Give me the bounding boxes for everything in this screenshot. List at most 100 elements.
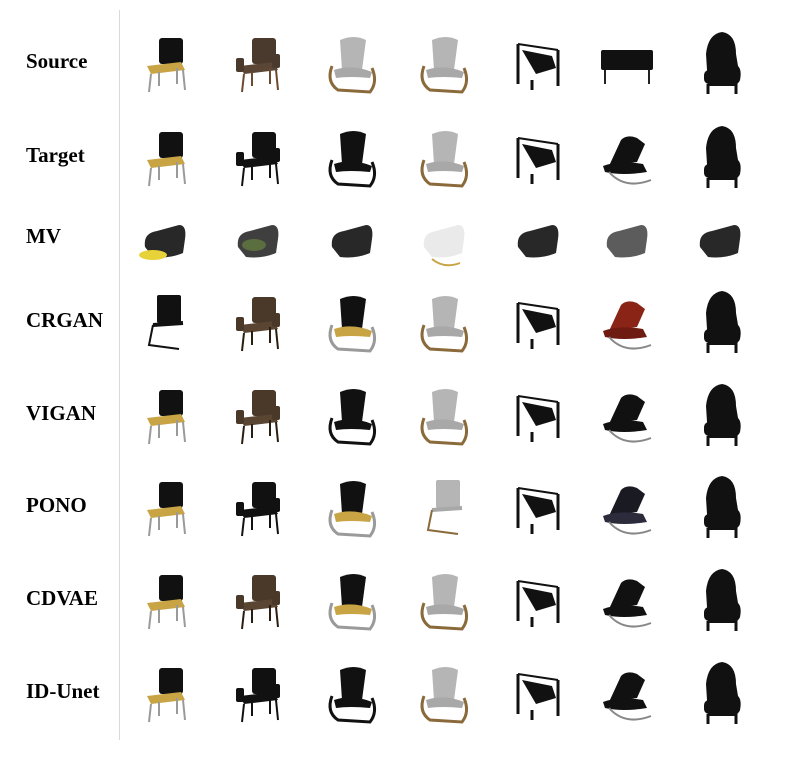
chair-black-frame-icon <box>328 131 377 188</box>
chair-grey-bentwood-icon <box>420 667 469 724</box>
chair-image <box>310 279 394 363</box>
chair-image <box>402 464 486 548</box>
chair-black-arm-icon <box>236 482 280 537</box>
chair-image <box>310 557 394 641</box>
chair-image <box>402 650 486 734</box>
chair-image <box>496 195 580 279</box>
row-label: Source <box>26 49 88 73</box>
chair-blob-green-icon <box>237 225 279 258</box>
chair-blob-yellow-icon <box>139 225 186 260</box>
chair-blob-black-icon <box>699 225 741 258</box>
chair-grey-bentwood-icon <box>420 131 469 188</box>
chair-image <box>678 650 762 734</box>
row-label: PONO <box>26 493 87 517</box>
column-divider <box>119 10 120 740</box>
chair-image <box>123 650 207 734</box>
chair-black-sling-icon <box>516 43 560 90</box>
chair-image <box>402 20 486 104</box>
chair-navy-lounge-icon <box>603 486 652 535</box>
chair-image <box>496 114 580 198</box>
row-label: CRGAN <box>26 308 103 332</box>
chair-black-arm-icon <box>236 668 280 723</box>
row-label: CDVAE <box>26 586 98 610</box>
chair-image <box>585 650 669 734</box>
chair-image <box>678 464 762 548</box>
chair-image <box>678 114 762 198</box>
chair-black-lounge-icon <box>603 136 652 185</box>
chair-black-bentwood-icon <box>328 574 377 631</box>
chair-image <box>585 114 669 198</box>
chair-image <box>402 372 486 456</box>
row-label: ID-Unet <box>26 679 100 703</box>
chair-black-sling-icon <box>516 580 560 627</box>
chair-black-cantilever-icon <box>147 295 184 350</box>
chair-image <box>123 114 207 198</box>
chair-black-lounge-icon <box>603 394 652 443</box>
chair-image <box>496 279 580 363</box>
chair-black-wood-icon <box>147 482 186 537</box>
chair-image <box>123 557 207 641</box>
chair-image <box>585 372 669 456</box>
chair-image <box>678 20 762 104</box>
chair-image <box>216 464 300 548</box>
chair-black-sling-icon <box>516 395 560 442</box>
chair-black-wood-icon <box>147 390 186 445</box>
chair-black-lounge-icon <box>603 672 652 721</box>
chair-image <box>123 372 207 456</box>
chair-grey-bentwood-icon <box>328 37 377 94</box>
chair-black-wood-icon <box>147 668 186 723</box>
chair-black-throne-icon <box>704 126 741 188</box>
chair-image <box>310 464 394 548</box>
chair-black-bentwood-icon <box>328 481 377 538</box>
chair-grey-rocker-icon <box>420 389 469 446</box>
chair-black-throne-icon <box>704 32 741 94</box>
chair-image <box>310 114 394 198</box>
chair-image <box>496 372 580 456</box>
row-label: MV <box>26 224 61 248</box>
chair-image <box>678 279 762 363</box>
chair-image <box>216 372 300 456</box>
chair-black-wood-icon <box>147 132 186 187</box>
chair-image <box>678 372 762 456</box>
chair-blob-white-icon <box>423 225 465 267</box>
chair-image <box>216 114 300 198</box>
chair-black-frame-icon <box>328 667 377 724</box>
chair-black-throne-icon <box>704 291 741 353</box>
chair-black-throne-icon <box>704 384 741 446</box>
chair-image <box>585 195 669 279</box>
chair-leather-wood-icon <box>236 38 280 93</box>
chair-image <box>216 195 300 279</box>
chair-blob-black-icon <box>517 225 559 258</box>
chair-image <box>310 195 394 279</box>
chair-image <box>402 114 486 198</box>
chair-image <box>123 20 207 104</box>
chair-grey-cantilever-icon <box>426 480 463 535</box>
chair-black-throne-icon <box>704 569 741 631</box>
row-label: VIGAN <box>26 401 97 425</box>
chair-image <box>585 464 669 548</box>
chair-image <box>678 557 762 641</box>
chair-black-bentwood-icon <box>328 296 377 353</box>
chair-image <box>402 557 486 641</box>
chair-image <box>216 279 300 363</box>
chair-image <box>123 464 207 548</box>
chair-blob-partial-icon <box>331 225 373 258</box>
chair-black-sling-icon <box>516 302 560 349</box>
chair-image <box>310 372 394 456</box>
chair-image <box>678 195 762 279</box>
chair-brown-arm-icon <box>236 297 280 352</box>
chair-image <box>496 20 580 104</box>
chair-image <box>216 557 300 641</box>
chair-image <box>585 20 669 104</box>
chair-grey-rocker-icon <box>420 296 469 353</box>
chair-image <box>216 650 300 734</box>
chair-image <box>310 650 394 734</box>
chair-black-frame-icon <box>328 389 377 446</box>
chair-brown-arm-icon <box>236 390 280 445</box>
chair-image <box>216 20 300 104</box>
chair-black-wood-icon <box>147 575 186 630</box>
chair-image <box>585 279 669 363</box>
chair-image <box>585 557 669 641</box>
chair-black-throne-icon <box>704 476 741 538</box>
